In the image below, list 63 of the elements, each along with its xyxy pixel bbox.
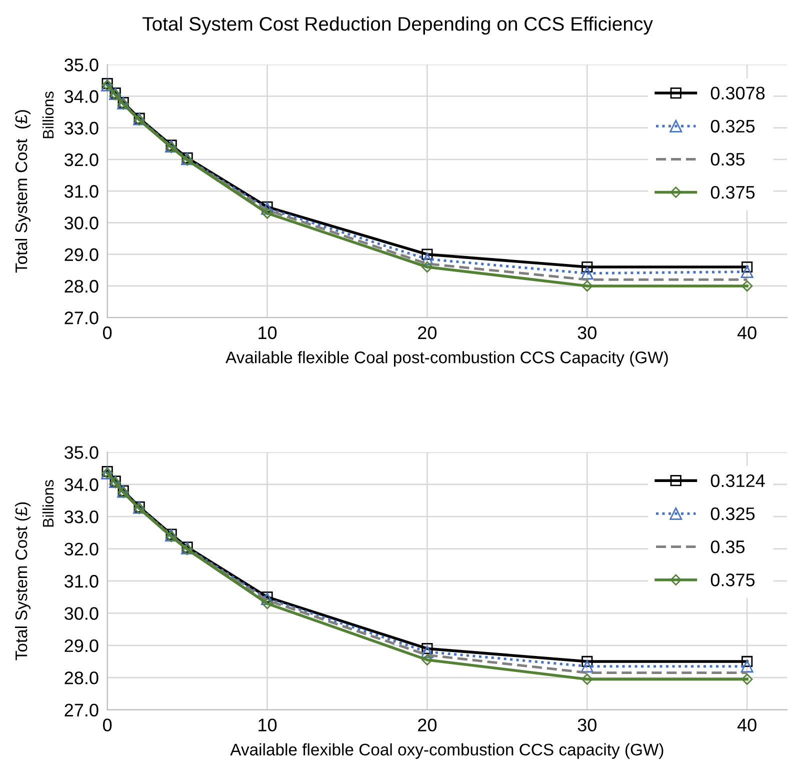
x-tick-label: 20	[418, 326, 437, 340]
point	[420, 252, 434, 266]
point	[580, 660, 594, 673]
y-axis-title: Total System Cost (£)	[14, 502, 31, 660]
point	[582, 280, 593, 292]
x-tick-label: 40	[737, 326, 756, 340]
x-tick-label: 0	[103, 718, 112, 732]
y-tick-label: 35.0	[64, 446, 98, 459]
legend-label: 0.375	[710, 186, 755, 199]
point	[262, 208, 273, 219]
text: Billions	[42, 480, 54, 527]
y-tick-label: 34.0	[64, 90, 98, 103]
legend-label: 0.3078	[710, 86, 765, 100]
point	[422, 643, 433, 654]
y-tick-label: 29.0	[64, 639, 98, 652]
y-tick-label: 33.0	[64, 510, 98, 524]
y-tick-label: 28.0	[64, 672, 98, 684]
text: Billions	[42, 92, 54, 138]
x-tick-label: 20	[418, 718, 437, 732]
point	[422, 654, 433, 666]
legend-label: 0.325	[710, 120, 755, 133]
x-tick-label: 10	[258, 326, 277, 340]
point	[262, 598, 273, 610]
x-axis-title: Available flexible Coal oxy-combustion CCS capacity (GW)	[230, 743, 664, 759]
x-axis-title: Available flexible Coal post-combustion CCS Capacity (GW)	[226, 351, 668, 367]
legend-label: 0.35	[710, 540, 745, 554]
x-tick-label: 10	[258, 718, 277, 732]
y-tick-label: 32.0	[64, 153, 98, 166]
y-tick-label: 33.0	[64, 122, 98, 135]
x-tick-label: 40	[737, 718, 756, 732]
y-tick-label: 35.0	[64, 58, 98, 72]
legend-label: 0.375	[710, 574, 755, 586]
point	[742, 261, 753, 273]
point	[422, 261, 433, 273]
chart-title: Total System Cost Reduction Depending on CCS Efficiency	[142, 16, 653, 35]
point	[742, 656, 753, 668]
point	[582, 674, 593, 685]
point	[420, 646, 434, 658]
y-axis-title: Total System Cost (£)	[14, 110, 31, 273]
x-tick-label: 30	[578, 718, 596, 732]
y-tick-label: 31.0	[64, 185, 98, 198]
point	[580, 267, 594, 280]
point	[740, 660, 754, 673]
x-tick-label: 0	[103, 326, 112, 340]
point	[741, 674, 753, 685]
y-tick-label: 31.0	[64, 574, 98, 588]
legend-label: 0.3124	[710, 474, 765, 488]
point	[741, 280, 753, 292]
y-tick-label: 34.0	[64, 478, 98, 492]
y-tick-label: 27.0	[64, 704, 98, 717]
y-tick-label: 32.0	[64, 542, 98, 556]
y-tick-label: 28.0	[64, 280, 98, 293]
point	[740, 265, 754, 278]
legend-label: 0.325	[710, 507, 755, 520]
point	[582, 656, 593, 668]
y-tick-label: 27.0	[64, 312, 98, 324]
point	[582, 261, 593, 273]
y-tick-label: 29.0	[64, 248, 98, 262]
point	[422, 248, 433, 260]
x-tick-label: 30	[578, 326, 596, 340]
legend-label: 0.35	[710, 152, 745, 166]
y-tick-label: 30.0	[64, 216, 98, 230]
y-tick-label: 30.0	[64, 607, 98, 620]
